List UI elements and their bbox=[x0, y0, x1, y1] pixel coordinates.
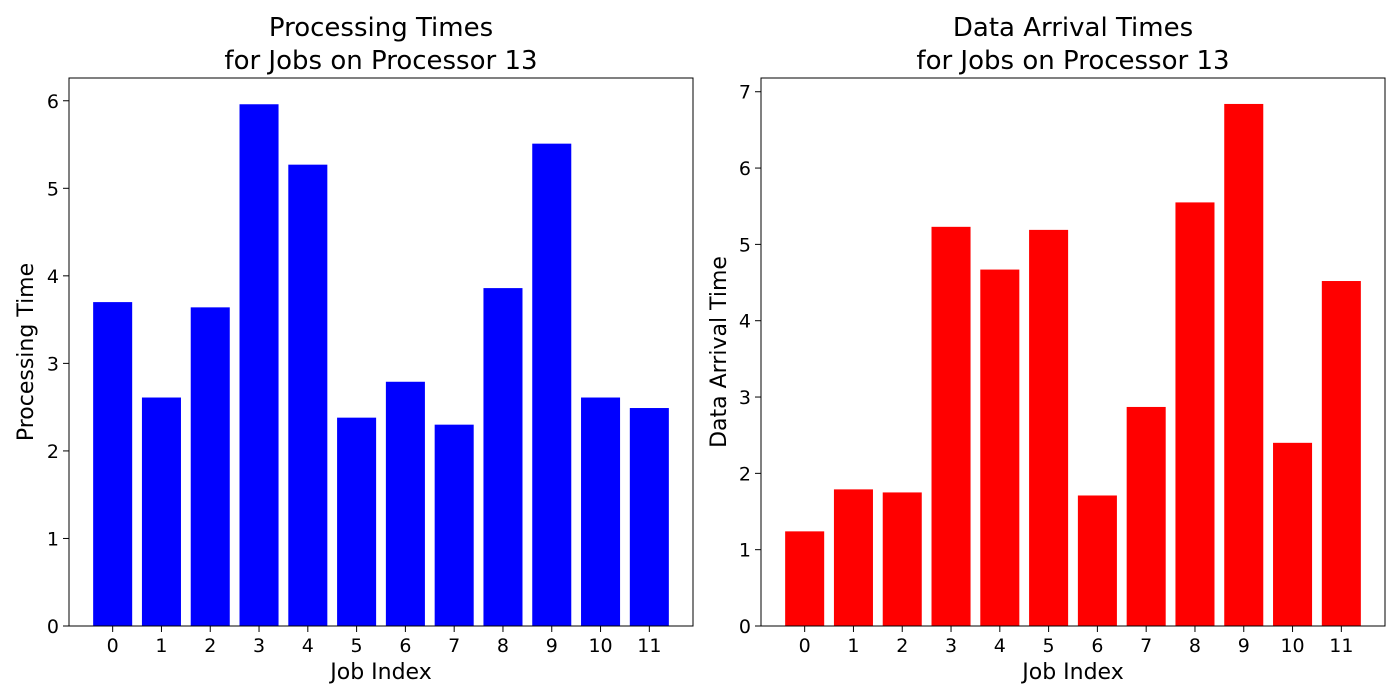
bar-job-11 bbox=[1321, 281, 1361, 626]
chart-title-line-1: Data Arrival Times bbox=[953, 13, 1193, 43]
x-tick-label: 3 bbox=[253, 635, 265, 657]
y-axis-ticks: 0 1 2 3 4 5 6 bbox=[47, 91, 69, 638]
y-tick-label: 6 bbox=[739, 158, 751, 180]
bar-group bbox=[93, 104, 669, 627]
x-tick-label: 6 bbox=[1091, 635, 1103, 657]
bar-job-3 bbox=[239, 104, 279, 627]
bar-job-1 bbox=[141, 397, 181, 626]
bar-job-8 bbox=[1175, 202, 1215, 627]
bar-job-0 bbox=[93, 302, 133, 626]
x-tick-label: 9 bbox=[1238, 635, 1250, 657]
y-tick-label: 2 bbox=[47, 441, 59, 463]
x-axis-ticks: 0 1 2 3 4 5 6 7 8 9 10 11 bbox=[107, 626, 661, 657]
x-tick-label: 1 bbox=[155, 635, 167, 657]
y-tick-label: 6 bbox=[47, 91, 59, 113]
y-tick-label: 3 bbox=[739, 387, 751, 409]
bar-job-9 bbox=[532, 143, 572, 626]
bar-job-7 bbox=[434, 424, 474, 626]
bar-job-6 bbox=[385, 381, 425, 626]
x-tick-label: 5 bbox=[351, 635, 363, 657]
y-tick-label: 3 bbox=[47, 353, 59, 375]
y-axis-label: Processing Time bbox=[14, 263, 39, 441]
bar-group bbox=[785, 103, 1361, 627]
x-tick-label: 0 bbox=[107, 635, 119, 657]
x-tick-label: 1 bbox=[847, 635, 859, 657]
bar-job-11 bbox=[629, 408, 669, 626]
x-tick-label: 11 bbox=[637, 635, 661, 657]
y-axis-label: Data Arrival Time bbox=[707, 256, 732, 448]
bar-job-5 bbox=[1029, 229, 1069, 627]
x-tick-label: 8 bbox=[1189, 635, 1201, 657]
bar-job-0 bbox=[785, 531, 825, 626]
y-tick-label: 4 bbox=[739, 311, 751, 333]
chart-title-line-2: for Jobs on Processor 13 bbox=[224, 46, 537, 76]
bar-job-2 bbox=[882, 492, 922, 626]
y-tick-label: 1 bbox=[739, 540, 751, 562]
y-tick-label: 5 bbox=[47, 178, 59, 200]
bar-job-3 bbox=[931, 226, 971, 626]
bar-job-8 bbox=[483, 288, 523, 626]
y-tick-label: 4 bbox=[47, 266, 59, 288]
bar-job-4 bbox=[288, 164, 328, 626]
x-axis-ticks: 0 1 2 3 4 5 6 7 8 9 10 11 bbox=[799, 626, 1353, 657]
y-tick-label: 1 bbox=[47, 528, 59, 550]
axes-frame bbox=[760, 77, 1386, 627]
x-tick-label: 2 bbox=[204, 635, 216, 657]
y-tick-label: 0 bbox=[47, 616, 59, 638]
bar-job-9 bbox=[1224, 103, 1264, 627]
x-tick-label: 4 bbox=[302, 635, 314, 657]
bar-job-10 bbox=[581, 397, 621, 626]
x-axis-label: Job Index bbox=[328, 660, 431, 685]
x-tick-label: 5 bbox=[1043, 635, 1055, 657]
bar-job-4 bbox=[980, 269, 1020, 626]
bar-job-5 bbox=[337, 417, 377, 626]
x-tick-label: 4 bbox=[994, 635, 1006, 657]
x-tick-label: 10 bbox=[588, 635, 612, 657]
x-tick-label: 2 bbox=[896, 635, 908, 657]
bar-job-6 bbox=[1077, 495, 1117, 626]
x-tick-label: 7 bbox=[1140, 635, 1152, 657]
y-tick-label: 2 bbox=[739, 463, 751, 485]
x-axis-label: Job Index bbox=[1020, 660, 1123, 685]
x-tick-label: 7 bbox=[448, 635, 460, 657]
bar-job-1 bbox=[833, 489, 873, 626]
y-tick-label: 7 bbox=[739, 82, 751, 104]
bar-job-2 bbox=[190, 307, 230, 626]
x-tick-label: 11 bbox=[1329, 635, 1353, 657]
y-tick-label: 5 bbox=[739, 234, 751, 256]
x-tick-label: 8 bbox=[497, 635, 509, 657]
x-tick-label: 9 bbox=[546, 635, 558, 657]
x-tick-label: 3 bbox=[945, 635, 957, 657]
data-arrival-times-chart: Data Arrival Times for Jobs on Processor… bbox=[707, 13, 1386, 685]
chart-title-line-2: for Jobs on Processor 13 bbox=[916, 46, 1229, 76]
y-axis-ticks: 0 1 2 3 4 5 6 7 bbox=[739, 82, 761, 638]
x-tick-label: 0 bbox=[799, 635, 811, 657]
axes-frame bbox=[68, 77, 694, 627]
bar-job-10 bbox=[1273, 442, 1313, 626]
y-tick-label: 0 bbox=[739, 616, 751, 638]
x-tick-label: 6 bbox=[399, 635, 411, 657]
chart-title-line-1: Processing Times bbox=[269, 13, 493, 43]
x-tick-label: 10 bbox=[1280, 635, 1304, 657]
processing-times-chart: Processing Times for Jobs on Processor 1… bbox=[14, 13, 694, 685]
bar-job-7 bbox=[1126, 406, 1166, 626]
